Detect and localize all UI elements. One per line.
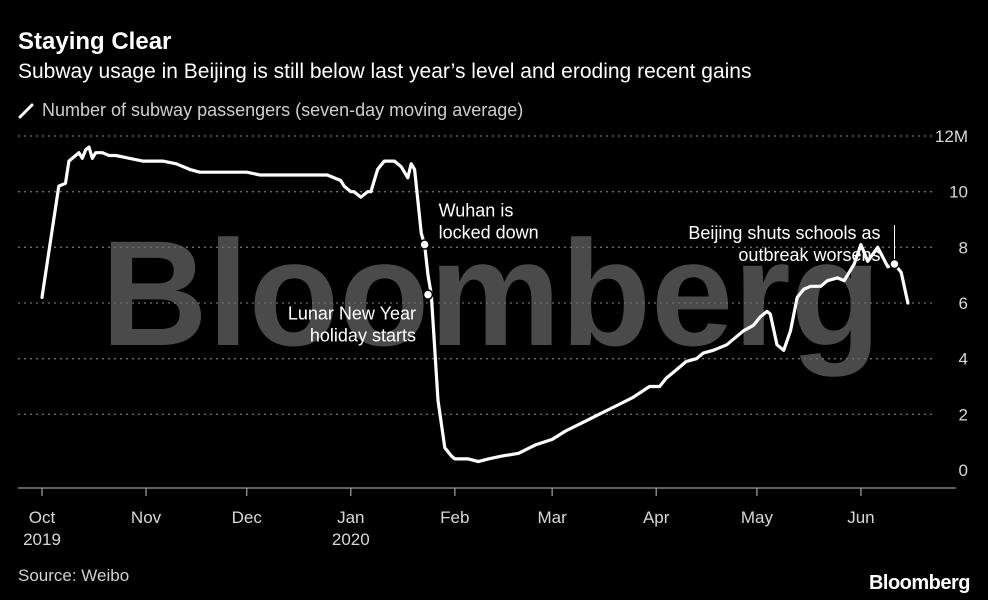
chart-title: Staying Clear xyxy=(18,28,172,55)
legend-swatch-icon xyxy=(18,103,34,118)
x-tick-label-nov: Nov xyxy=(131,508,162,527)
x-tick-label-feb: Feb xyxy=(440,508,469,527)
y-tick-label-12: 12M xyxy=(935,127,968,146)
x-tick-label-jun: Jun xyxy=(847,508,874,527)
y-tick-label-6: 6 xyxy=(959,294,968,313)
x-tick-label-oct: Oct xyxy=(29,508,56,527)
annotation-text-wuhan-lockdown: Wuhan is xyxy=(439,201,514,221)
annotation-text-wuhan-lockdown: locked down xyxy=(439,223,539,243)
x-tick-year-2019: 2019 xyxy=(23,530,61,549)
brand-logo: Bloomberg xyxy=(868,572,971,594)
x-axis: Oct 2019 Nov Dec Jan 2020 Feb Mar Apr May Jun xyxy=(23,488,875,549)
y-tick-label-2: 2 xyxy=(959,405,968,424)
x-tick-label-may: May xyxy=(741,508,774,527)
watermark-logo: Bloomberg xyxy=(101,209,881,377)
annotation-marker-wuhan-lockdown xyxy=(419,239,430,250)
annotation-text-beijing-schools: outbreak worsens xyxy=(738,245,880,265)
y-tick-label-4: 4 xyxy=(959,350,968,369)
y-tick-label-10: 10 xyxy=(949,183,968,202)
y-axis: 0 2 4 6 8 10 12M xyxy=(935,127,968,480)
annotation-marker-lunar-new-year xyxy=(422,289,434,300)
chart-subtitle: Subway usage in Beijing is still below l… xyxy=(18,60,752,83)
annotation-text-beijing-schools: Beijing shuts schools as xyxy=(688,223,880,243)
x-tick-label-apr: Apr xyxy=(643,508,670,527)
legend-label: Number of subway passengers (seven-day m… xyxy=(42,100,524,120)
y-tick-label-0: 0 xyxy=(959,461,968,480)
x-tick-label-dec: Dec xyxy=(232,508,263,527)
x-tick-label-jan: Jan xyxy=(337,508,364,527)
x-tick-label-mar: Mar xyxy=(538,508,568,527)
series-line-subway-passengers xyxy=(40,145,910,464)
annotation-text-lunar-new-year: holiday starts xyxy=(310,326,416,346)
x-tick-year-2020: 2020 xyxy=(332,530,370,549)
legend: Number of subway passengers (seven-day m… xyxy=(18,100,523,121)
annotation-marker-beijing-schools xyxy=(889,258,900,270)
y-tick-label-8: 8 xyxy=(959,238,968,257)
annotation-text-lunar-new-year: Lunar New Year xyxy=(288,304,416,324)
grid-lines xyxy=(18,135,956,489)
source-note: Source: Weibo xyxy=(18,566,130,585)
